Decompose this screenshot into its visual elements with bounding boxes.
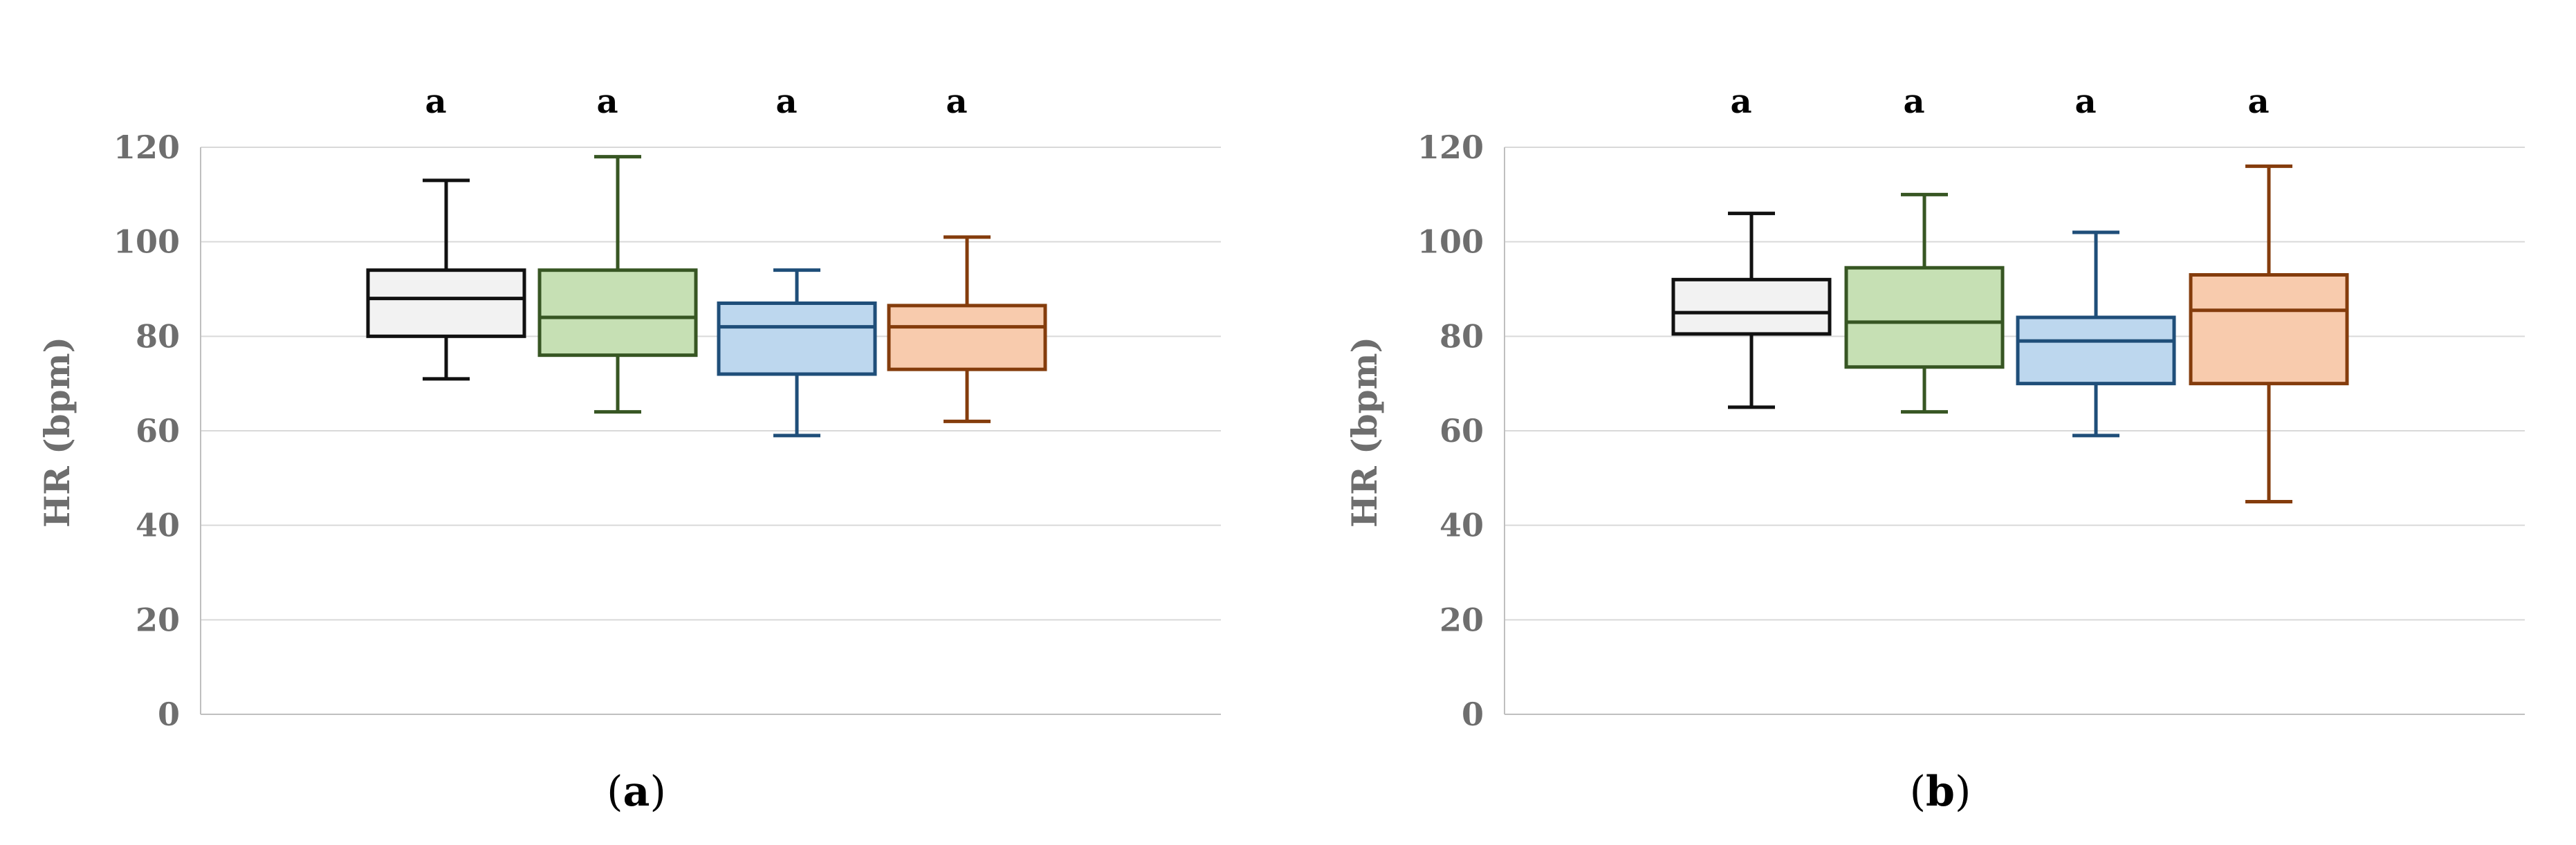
significance-label: a	[596, 82, 618, 121]
y-tick-label: 40	[136, 507, 180, 544]
box-group	[1671, 212, 1832, 409]
y-tick-label: 120	[1417, 129, 1484, 166]
box-group	[2016, 230, 2176, 438]
panel-label-letter: a	[623, 768, 650, 816]
y-tick-label: 0	[158, 696, 180, 733]
y-tick-label: 20	[136, 601, 180, 638]
iqr-box	[537, 268, 698, 358]
y-tick-label: 20	[1439, 601, 1484, 638]
y-tick-label: 100	[113, 223, 180, 261]
y-tick-label: 60	[1439, 412, 1484, 449]
significance-label: a	[946, 82, 967, 121]
panel-label-letter: b	[1926, 768, 1955, 816]
box-group	[1844, 192, 2005, 414]
iqr-box	[1844, 266, 2005, 369]
y-tick-label: 60	[136, 412, 180, 449]
y-tick-label: 80	[136, 317, 180, 355]
y-axis-title: HR (bpm)	[1344, 337, 1385, 528]
y-tick-label: 120	[113, 129, 180, 166]
panel-label-close-paren: )	[650, 768, 665, 816]
significance-label: a	[2074, 82, 2096, 121]
box-group	[2189, 164, 2349, 503]
panel-label-open-paren: (	[1910, 768, 1926, 816]
y-tick-label: 100	[1417, 223, 1484, 261]
significance-label: a	[2247, 82, 2269, 121]
significance-label: a	[1903, 82, 1924, 121]
y-tick-label: 40	[1439, 507, 1484, 544]
box-group	[366, 178, 526, 381]
panel-label: (b)	[1910, 768, 1971, 816]
panel-b-chart: 0 20 40 60 80 100 120 HR (bpm) a a a a (b)	[1344, 82, 2525, 816]
y-tick-label: 0	[1462, 696, 1484, 733]
iqr-box	[2016, 315, 2176, 386]
y-tick-label: 80	[1439, 317, 1484, 355]
iqr-box	[2189, 273, 2349, 386]
iqr-box	[887, 304, 1047, 371]
box-group	[717, 268, 877, 438]
iqr-box	[717, 301, 877, 376]
box-group	[537, 155, 698, 414]
panel-label: (a)	[607, 768, 666, 816]
iqr-box	[366, 268, 526, 338]
panel-label-open-paren: (	[607, 768, 623, 816]
significance-label: a	[775, 82, 797, 121]
y-axis-title: HR (bpm)	[37, 337, 77, 528]
iqr-box	[1671, 277, 1832, 336]
significance-label: a	[1730, 82, 1751, 121]
significance-label: a	[425, 82, 446, 121]
panel-label-close-paren: )	[1955, 768, 1971, 816]
box-group	[887, 235, 1047, 423]
